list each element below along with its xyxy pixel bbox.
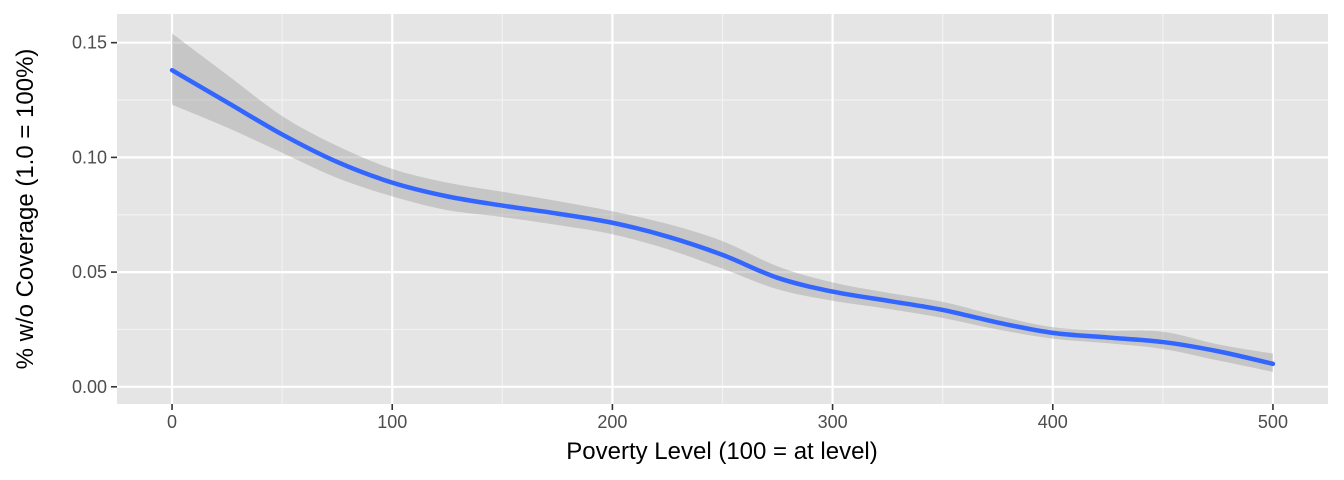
smooth-trend-line	[169, 67, 1276, 367]
x-tick-label: 400	[1038, 412, 1068, 432]
y-axis-title: % w/o Coverage (1.0 = 100%)	[12, 49, 39, 370]
y-axis: 0.00 0.05 0.10 0.15	[72, 33, 117, 397]
x-tick-label: 100	[377, 412, 407, 432]
y-tick-label: 0.05	[72, 262, 107, 282]
x-tick-label: 200	[597, 412, 627, 432]
x-tick-label: 0	[167, 412, 177, 432]
x-axis: 0 100 200 300 400 500	[167, 404, 1288, 432]
y-tick-label: 0.00	[72, 377, 107, 397]
confidence-ribbon	[172, 33, 1273, 372]
y-tick-label: 0.15	[72, 33, 107, 53]
major-grid	[117, 14, 1328, 404]
x-tick-label: 500	[1258, 412, 1288, 432]
minor-grid	[117, 14, 1328, 404]
x-tick-label: 300	[818, 412, 848, 432]
y-tick-label: 0.10	[72, 147, 107, 167]
x-axis-title: Poverty Level (100 = at level)	[566, 438, 878, 465]
